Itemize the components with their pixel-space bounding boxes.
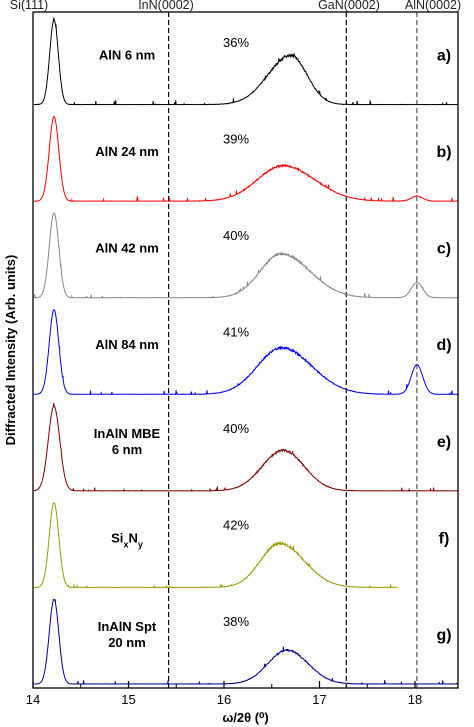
panel-letter-f: f)	[439, 530, 450, 547]
panel-labels: AlN 6 nm 36% a) AlN 24 nm 39% b) AlN 42 nm 40% c…	[94, 35, 452, 650]
reference-label-2: GaN(0002)	[318, 0, 380, 12]
trace-g	[33, 598, 458, 685]
trace-f	[34, 502, 398, 589]
axes: 14 15 16 17 18 ω/2θ (⁰) Diffracted Intensity (…	[3, 11, 459, 725]
x-tick-label-4: 18	[408, 692, 422, 707]
percent-label-e: 40%	[223, 421, 249, 436]
percent-label-c: 40%	[223, 228, 249, 243]
trace-c	[33, 212, 458, 299]
y-axis-title: Diffracted Intensity (Arb. units)	[3, 255, 18, 446]
reference-lines: Si(111) InN(0002) GaN(0002) AlN(0002)	[10, 0, 461, 688]
sample-label-d-0: AlN 84 nm	[95, 337, 159, 352]
percent-label-d: 41%	[223, 324, 249, 339]
sample-label-c-0: AlN 42 nm	[95, 241, 159, 256]
trace-e	[33, 403, 458, 492]
trace-b	[34, 115, 458, 202]
panel-letter-d: d)	[436, 337, 451, 354]
sample-label-g-0: InAlN Spt	[98, 619, 157, 634]
reference-label-1: InN(0002)	[138, 0, 194, 12]
xrd-traces	[33, 17, 458, 685]
panel-letter-c: c)	[437, 241, 451, 258]
percent-label-b: 39%	[223, 131, 249, 146]
plot-frame	[32, 11, 459, 689]
trace-d	[33, 309, 458, 396]
sample-label-f-0: SixNy	[111, 530, 143, 549]
x-tick-label-3: 17	[312, 692, 326, 707]
sample-label-b-0: AlN 24 nm	[95, 144, 159, 159]
percent-label-a: 36%	[223, 35, 249, 50]
trace-a	[34, 17, 458, 106]
x-tick-label-0: 14	[26, 692, 40, 707]
panel-letter-b: b)	[436, 144, 451, 161]
percent-label-g: 38%	[223, 614, 249, 629]
sample-label-e-0: InAlN MBE	[94, 426, 161, 441]
sample-label-g-1: 20 nm	[108, 635, 146, 650]
reference-label-0: Si(111)	[10, 0, 48, 12]
reference-label-3: AlN(0002)	[405, 0, 461, 12]
panel-letter-e: e)	[437, 434, 451, 451]
panel-letter-a: a)	[437, 47, 451, 64]
x-axis-title: ω/2θ (⁰)	[222, 710, 268, 725]
panel-letter-g: g)	[436, 627, 451, 644]
percent-label-f: 42%	[223, 518, 249, 533]
sample-label-e-1: 6 nm	[112, 442, 142, 457]
x-tick-label-1: 15	[121, 692, 135, 707]
sample-label-a-0: AlN 6 nm	[99, 47, 155, 62]
x-tick-label-2: 16	[217, 692, 231, 707]
